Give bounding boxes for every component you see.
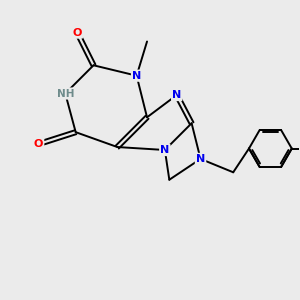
Text: N: N: [172, 90, 182, 100]
Text: O: O: [34, 139, 43, 149]
Text: N: N: [196, 154, 205, 164]
Text: N: N: [132, 71, 141, 81]
Text: N: N: [160, 145, 170, 155]
Text: O: O: [73, 28, 82, 38]
Text: NH: NH: [56, 88, 74, 98]
